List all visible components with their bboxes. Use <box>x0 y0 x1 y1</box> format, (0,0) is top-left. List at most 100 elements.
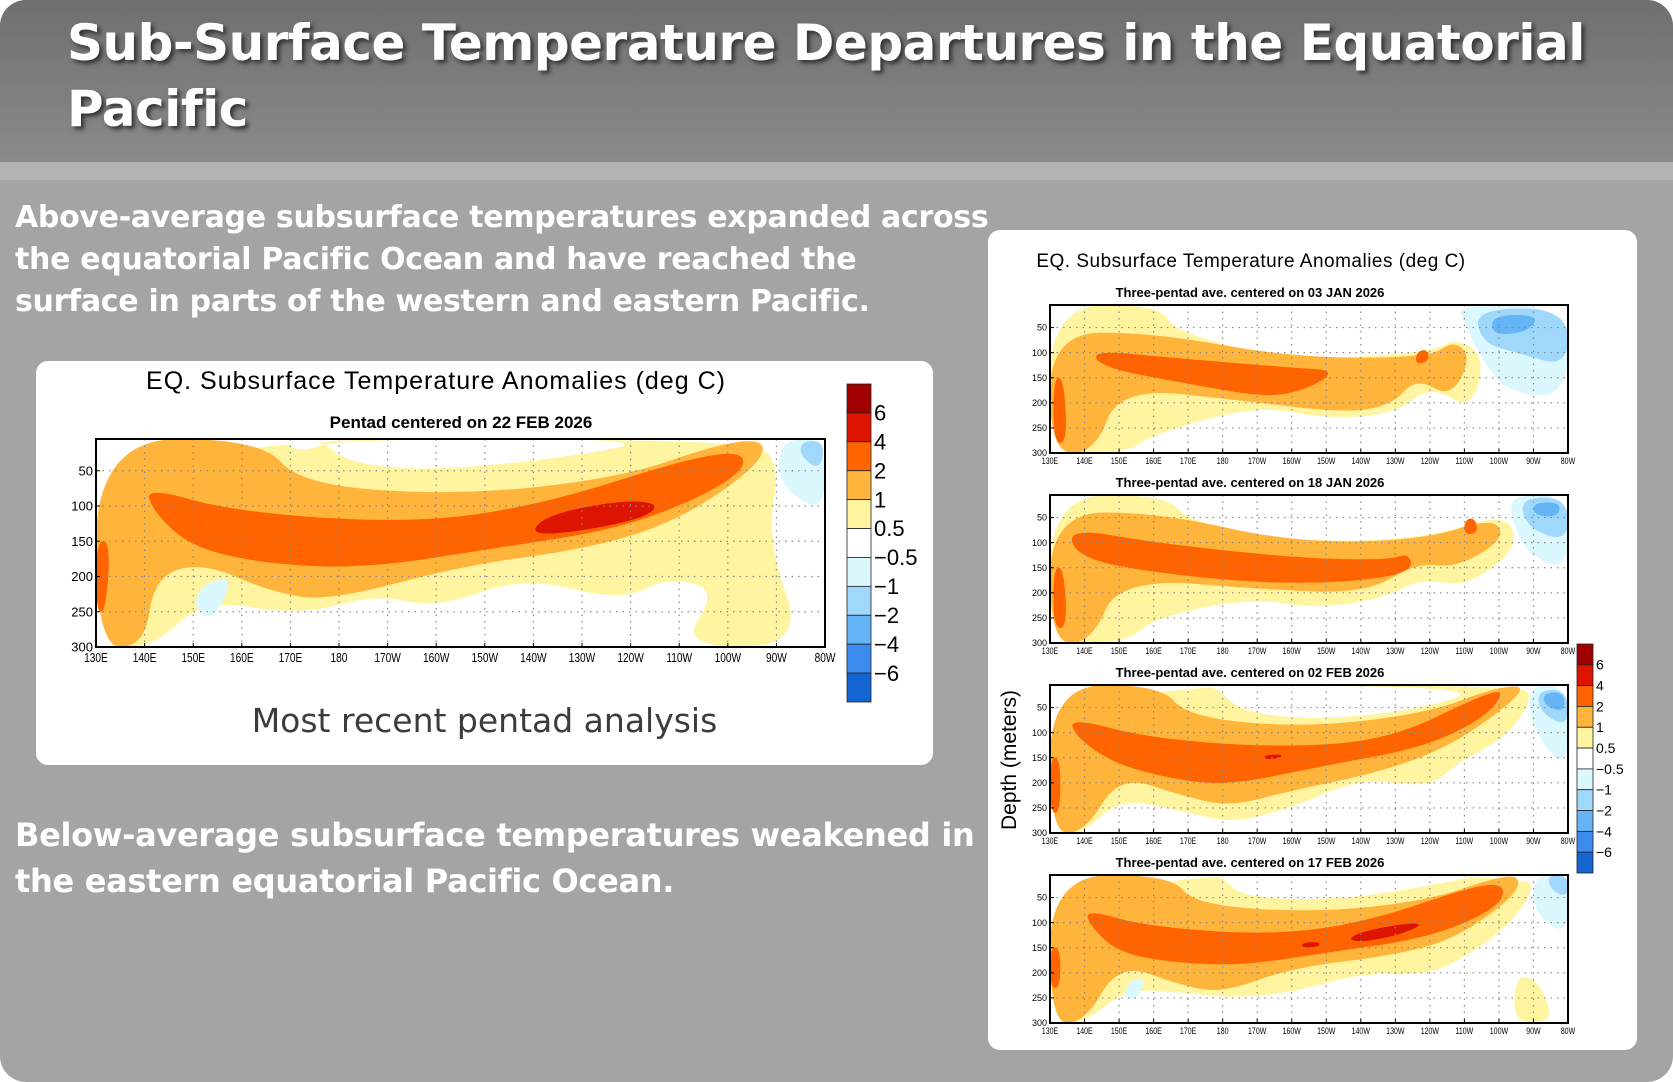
recent-pentad-chart: EQ. Subsurface Temperature Anomalies (de… <box>71 367 917 703</box>
y-tick-label: 50 <box>1037 893 1047 903</box>
contour-layer <box>1050 685 1568 833</box>
x-tick-label: 120W <box>617 651 643 665</box>
colorbar-label: 4 <box>1596 678 1604 694</box>
x-tick-label: 130E <box>1042 1026 1059 1036</box>
page-title: Sub-Surface Temperature Departures in th… <box>67 14 1585 138</box>
y-tick-label: 150 <box>71 534 93 549</box>
contour-4 <box>1302 942 1320 948</box>
colorbar-swatch <box>1576 851 1594 874</box>
x-tick-label: 130W <box>1386 836 1405 846</box>
colorbar-swatch <box>846 672 872 703</box>
y-tick-label: 100 <box>1032 538 1047 548</box>
x-tick-label: 130W <box>1386 1026 1405 1036</box>
y-tick-label: 50 <box>79 463 93 478</box>
x-tick-label: 140E <box>1076 646 1093 656</box>
contour-0 <box>1196 875 1467 899</box>
chart-subtitle: Pentad centered on 22 FEB 2026 <box>330 413 593 432</box>
contour-0p5 <box>1514 977 1550 1023</box>
x-tick-label: 130W <box>569 651 595 665</box>
y-tick-label: 150 <box>1032 753 1047 763</box>
recent-pentad-caption: Most recent pentad analysis <box>251 701 718 740</box>
x-tick-label: 180 <box>1217 1026 1229 1036</box>
contour--0p5 <box>1124 978 1144 1000</box>
colorbar-swatch <box>1576 643 1594 666</box>
title-bar <box>0 0 1673 162</box>
x-tick-label: 80W <box>1561 456 1576 466</box>
y-tick-label: 150 <box>1032 373 1047 383</box>
colorbar-label: −2 <box>874 603 899 628</box>
x-tick-label: 130E <box>84 651 108 665</box>
y-tick-label: 250 <box>1032 423 1047 433</box>
plot-frame <box>1049 494 1569 644</box>
contour-2 <box>1464 518 1477 535</box>
panel-subtitle: Three-pentad ave. centered on 02 FEB 202… <box>1116 665 1385 680</box>
y-tick-label: 300 <box>1032 828 1047 838</box>
panel-subtitle: Three-pentad ave. centered on 03 JAN 202… <box>1116 285 1385 300</box>
three-pentad-charts: EQ. Subsurface Temperature Anomalies (de… <box>998 251 1624 1036</box>
contour--1 <box>1548 875 1568 895</box>
contour--2 <box>1533 502 1560 517</box>
y-tick-label: 150 <box>1032 943 1047 953</box>
y-tick-label: 200 <box>1032 398 1047 408</box>
contour--2 <box>1492 315 1536 334</box>
x-tick-label: 100W <box>1490 1026 1509 1036</box>
contour-layer <box>1050 875 1568 1023</box>
x-tick-label: 120W <box>1421 836 1440 846</box>
x-tick-label: 160W <box>1283 836 1302 846</box>
colorbar-label: 0.5 <box>1596 740 1616 756</box>
x-tick-label: 180 <box>1217 646 1229 656</box>
three-pentad-card: EQ. Subsurface Temperature Anomalies (de… <box>988 230 1637 1050</box>
colorbar-swatch <box>846 643 872 674</box>
x-tick-label: 160E <box>1145 1026 1162 1036</box>
colorbar-label: 2 <box>874 458 886 483</box>
x-tick-label: 150E <box>1111 646 1128 656</box>
x-tick-label: 130E <box>1042 836 1059 846</box>
x-tick-label: 100W <box>715 651 741 665</box>
x-tick-label: 150E <box>1111 456 1128 466</box>
colorbar-label: −4 <box>1596 823 1612 839</box>
colorbar-swatch <box>1576 706 1594 728</box>
x-tick-label: 140W <box>520 651 546 665</box>
colorbar-swatch <box>1576 747 1594 770</box>
panel-subtitle: Three-pentad ave. centered on 17 FEB 202… <box>1116 855 1385 870</box>
contour-0 <box>1190 685 1461 718</box>
x-tick-label: 90W <box>1526 646 1541 656</box>
y-tick-label: 200 <box>71 569 93 584</box>
colorbar-label: −0.5 <box>874 545 917 570</box>
x-tick-label: 110W <box>1455 836 1473 846</box>
y-tick-label: 250 <box>71 604 93 619</box>
contour-layer <box>1050 495 1568 643</box>
x-tick-label: 150E <box>1111 836 1128 846</box>
plot-frame <box>1049 304 1569 454</box>
contour-2 <box>96 541 109 612</box>
y-tick-label: 150 <box>1032 563 1047 573</box>
text-line: surface in parts of the western and east… <box>15 284 870 319</box>
x-tick-label: 140E <box>133 651 157 665</box>
colorbar-label: −6 <box>874 661 899 686</box>
x-tick-label: 180 <box>1217 836 1229 846</box>
colorbar-label: −6 <box>1596 844 1612 860</box>
x-tick-label: 100W <box>1490 646 1509 656</box>
colorbar-label: 4 <box>874 430 886 455</box>
plot-frame <box>1049 874 1569 1024</box>
contour-2 <box>1071 532 1411 583</box>
x-tick-label: 160W <box>1283 456 1302 466</box>
title-divider <box>0 162 1673 180</box>
colorbar-label: 1 <box>1596 719 1604 735</box>
x-tick-label: 160E <box>230 651 254 665</box>
x-tick-label: 130W <box>1386 646 1405 656</box>
x-tick-label: 90W <box>766 651 787 665</box>
colorbar-label: 0.5 <box>874 516 905 541</box>
colorbar-swatch <box>1576 685 1594 707</box>
colorbar-swatch <box>1576 768 1594 791</box>
x-tick-label: 140W <box>1352 456 1371 466</box>
contour-layer <box>1050 305 1568 453</box>
contour-2 <box>1087 884 1503 965</box>
recent-pentad-card: EQ. Subsurface Temperature Anomalies (de… <box>36 361 933 765</box>
colorbar-label: 6 <box>1596 657 1604 673</box>
x-tick-label: 80W <box>1561 646 1576 656</box>
x-tick-label: 170W <box>1248 646 1267 656</box>
contour-2 <box>148 453 744 567</box>
x-tick-label: 170E <box>1180 836 1197 846</box>
x-tick-label: 140E <box>1076 456 1093 466</box>
